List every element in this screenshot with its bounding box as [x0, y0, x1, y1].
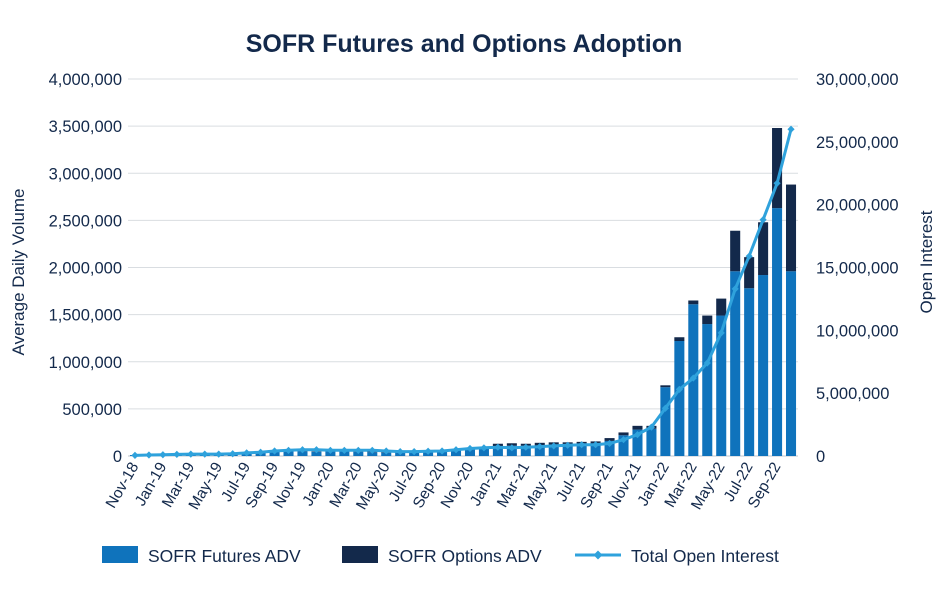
legend: SOFR Futures ADV SOFR Options ADV Total Op… [102, 546, 779, 566]
legend-marker-open-interest [594, 551, 603, 560]
bar-options [688, 300, 698, 304]
bar-futures [772, 208, 782, 456]
line-point [187, 451, 194, 458]
bar-futures [744, 288, 754, 456]
y-tick-label: 0 [113, 448, 122, 466]
line-point [787, 126, 794, 133]
line-point [159, 451, 166, 458]
bar-futures [702, 324, 712, 456]
bar-options [618, 432, 628, 435]
legend-label-open-interest: Total Open Interest [631, 546, 779, 566]
y-tick-label: 3,500,000 [49, 118, 122, 136]
bar-series-group [130, 128, 796, 456]
y-tick-label: 500,000 [62, 401, 122, 419]
legend-label-options: SOFR Options ADV [388, 546, 542, 566]
y2-tick-label: 25,000,000 [816, 134, 899, 152]
y-tick-label: 1,500,000 [49, 307, 122, 325]
y2-tick-label: 5,000,000 [816, 385, 889, 403]
legend-swatch-futures [102, 546, 138, 563]
line-point [173, 451, 180, 458]
y-axis-label: Average Daily Volume [9, 189, 28, 356]
bar-options [702, 316, 712, 324]
bar-options [632, 426, 642, 430]
bar-options [660, 385, 670, 387]
y-tick-label: 2,000,000 [49, 260, 122, 278]
bar-futures [660, 387, 670, 456]
line-point [215, 451, 222, 458]
bar-futures [786, 271, 796, 456]
y-tick-label: 4,000,000 [49, 71, 122, 89]
line-point [201, 451, 208, 458]
bar-options [786, 185, 796, 272]
y2-tick-label: 0 [816, 448, 825, 466]
bar-options [674, 337, 684, 341]
y2-tick-label: 10,000,000 [816, 322, 899, 340]
line-point [145, 451, 152, 458]
bar-futures [674, 341, 684, 456]
bar-options [716, 299, 726, 316]
y-tick-label: 1,000,000 [49, 354, 122, 372]
bar-futures [716, 316, 726, 456]
y2-axis-label: Open Interest [917, 210, 936, 313]
line-point [131, 452, 138, 459]
y2-tick-label: 20,000,000 [816, 197, 899, 215]
bar-options [730, 231, 740, 272]
legend-label-futures: SOFR Futures ADV [148, 546, 301, 566]
legend-swatch-options [342, 546, 378, 563]
y2-tick-label: 15,000,000 [816, 260, 899, 278]
left-axis-ticks: 0 500,000 1,000,000 1,500,000 2,000,000 2,500… [49, 71, 122, 466]
y-tick-label: 2,500,000 [49, 212, 122, 230]
bar-futures [646, 429, 656, 456]
y-tick-label: 3,000,000 [49, 165, 122, 183]
right-axis-ticks: 0 5,000,000 10,000,000 15,000,000 20,000,000… [816, 71, 899, 466]
chart-title: SOFR Futures and Options Adoption [246, 30, 683, 58]
y2-tick-label: 30,000,000 [816, 71, 899, 89]
bar-futures [758, 275, 768, 456]
x-axis-ticks: Nov-18Jan-19Mar-19May-19Jul-19Sep-19Nov-… [103, 459, 785, 513]
